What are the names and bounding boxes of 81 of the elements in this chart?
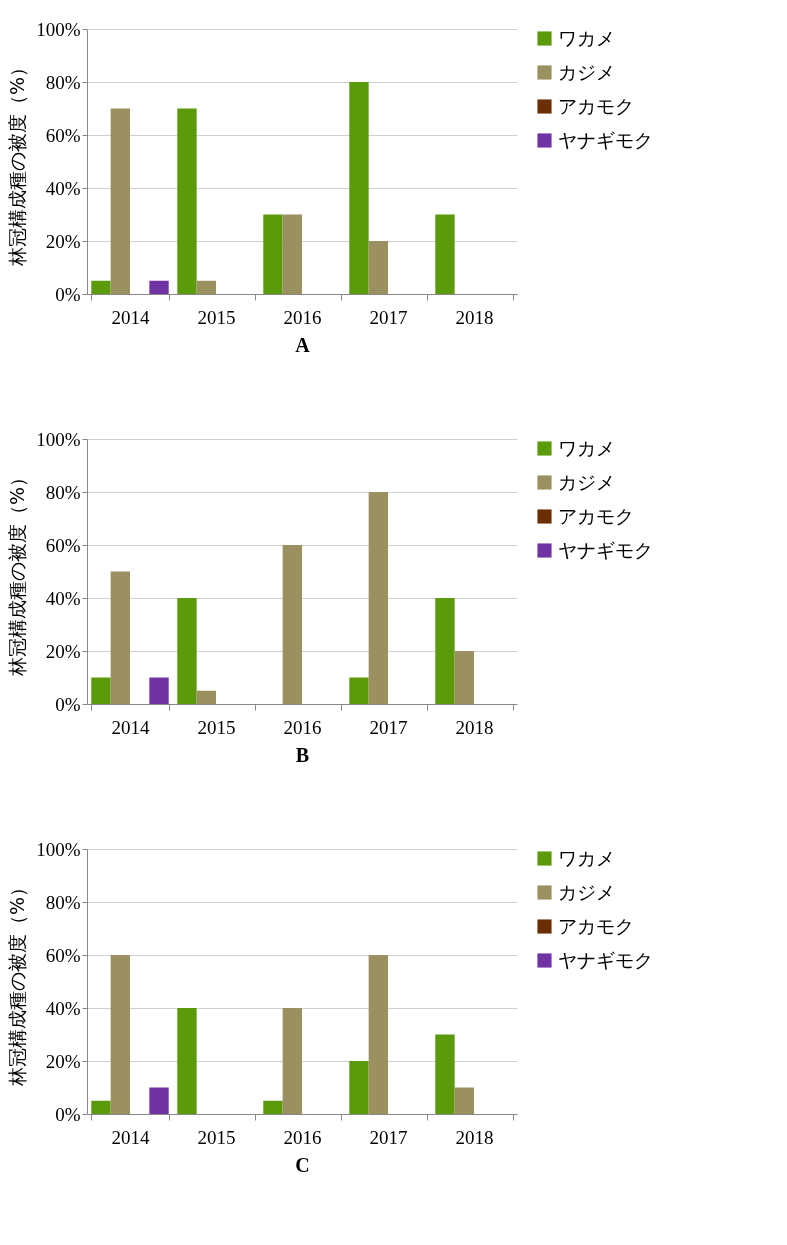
bar xyxy=(368,241,388,294)
bar xyxy=(110,108,130,294)
x-tick-label: 2015 xyxy=(197,306,236,328)
y-axis-title: 林冠構成種の被度（%） xyxy=(6,57,29,268)
x-tick-label: 2017 xyxy=(369,716,408,738)
legend-label: ヤナギモク xyxy=(558,128,653,151)
y-axis-title: 林冠構成種の被度（%） xyxy=(6,467,29,678)
bar xyxy=(263,214,283,294)
y-tick-label: 60% xyxy=(45,944,81,966)
y-tick-label: 0% xyxy=(55,1103,81,1125)
x-tick-label: 2017 xyxy=(369,306,408,328)
bar xyxy=(149,280,169,294)
bar xyxy=(368,955,388,1114)
y-tick-label: 100% xyxy=(36,18,81,40)
x-axis-title: A xyxy=(295,333,311,356)
x-tick-label: 2014 xyxy=(111,716,150,738)
y-tick-label: 80% xyxy=(45,481,81,503)
y-tick-label: 40% xyxy=(45,997,81,1019)
legend-label: アカモク xyxy=(558,94,634,117)
legend-label: ヤナギモク xyxy=(558,948,653,971)
y-tick-label: 0% xyxy=(55,283,81,305)
x-tick-label: 2017 xyxy=(369,1126,408,1148)
bar xyxy=(282,1008,302,1114)
bar xyxy=(110,955,130,1114)
y-tick-label: 40% xyxy=(45,587,81,609)
x-tick-label: 2018 xyxy=(455,716,494,738)
legend-label: ヤナギモク xyxy=(558,538,653,561)
x-tick-label: 2016 xyxy=(283,1126,322,1148)
bar xyxy=(454,651,474,704)
y-tick-label: 40% xyxy=(45,177,81,199)
bar xyxy=(196,690,216,704)
x-axis-title: B xyxy=(295,743,310,766)
y-tick-label: 20% xyxy=(45,640,81,662)
bar xyxy=(149,677,169,704)
bar xyxy=(91,1100,111,1114)
y-tick-label: 80% xyxy=(45,891,81,913)
y-tick-label: 100% xyxy=(36,428,81,450)
x-tick-label: 2018 xyxy=(455,1126,494,1148)
legend-label: ワカメ xyxy=(558,846,615,869)
y-tick-label: 100% xyxy=(36,838,81,860)
bar xyxy=(454,1087,474,1114)
y-tick-label: 60% xyxy=(45,534,81,556)
bar xyxy=(349,677,369,704)
y-tick-label: 20% xyxy=(45,230,81,252)
bar xyxy=(349,1061,369,1114)
bar xyxy=(177,598,197,704)
bar xyxy=(368,492,388,704)
bar xyxy=(282,545,302,704)
x-tick-label: 2016 xyxy=(283,306,322,328)
legend-label: カジメ xyxy=(558,470,615,493)
x-tick-label: 2014 xyxy=(111,1126,150,1148)
y-tick-label: 60% xyxy=(45,124,81,146)
bar xyxy=(435,598,455,704)
bar xyxy=(177,1008,197,1114)
bar xyxy=(196,280,216,294)
x-tick-label: 2015 xyxy=(197,1126,236,1148)
bar xyxy=(282,214,302,294)
y-tick-label: 0% xyxy=(55,693,81,715)
bar xyxy=(435,214,455,294)
x-tick-label: 2018 xyxy=(455,306,494,328)
legend-label: アカモク xyxy=(558,914,634,937)
legend-label: ワカメ xyxy=(558,26,615,49)
x-tick-label: 2016 xyxy=(283,716,322,738)
bar xyxy=(91,677,111,704)
x-tick-label: 2015 xyxy=(197,716,236,738)
legend-label: カジメ xyxy=(558,60,615,83)
y-tick-label: 20% xyxy=(45,1050,81,1072)
bar xyxy=(435,1034,455,1114)
bar xyxy=(110,571,130,704)
bar xyxy=(177,108,197,294)
legend-label: ワカメ xyxy=(558,436,615,459)
y-tick-label: 80% xyxy=(45,71,81,93)
legend-label: カジメ xyxy=(558,880,615,903)
bar xyxy=(263,1100,283,1114)
bar xyxy=(149,1087,169,1114)
bar xyxy=(349,82,369,294)
bar xyxy=(91,280,111,294)
y-axis-title: 林冠構成種の被度（%） xyxy=(6,877,29,1088)
legend-label: アカモク xyxy=(558,504,634,527)
x-tick-label: 2014 xyxy=(111,306,150,328)
x-axis-title: C xyxy=(295,1153,310,1176)
